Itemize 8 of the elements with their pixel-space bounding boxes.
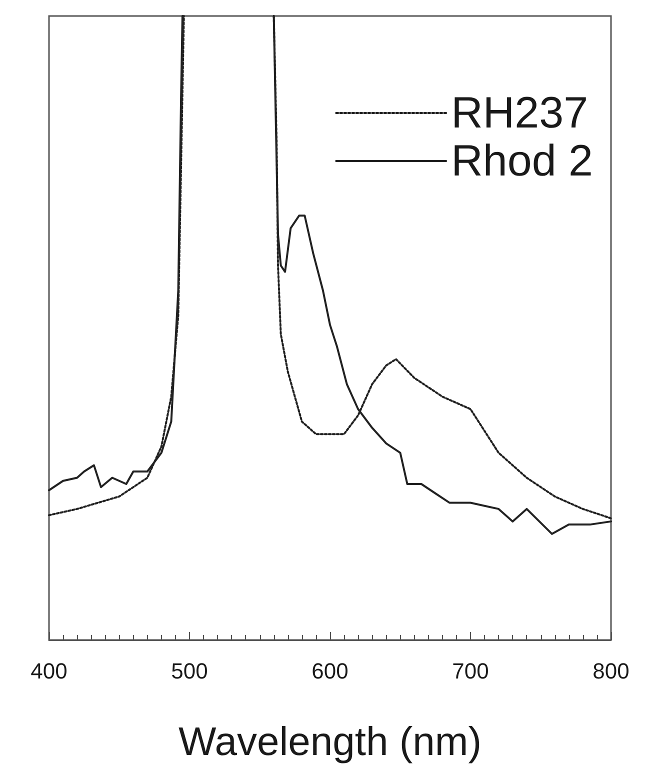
x-tick-label: 600 xyxy=(312,658,348,684)
x-tick-label: 500 xyxy=(171,658,208,684)
x-tick-label: 400 xyxy=(30,658,68,684)
x-tick-label: 800 xyxy=(592,658,630,684)
x-axis-title: Wavelength (nm) xyxy=(178,720,482,764)
legend-label: RH237 xyxy=(451,88,588,138)
x-tick-label: 700 xyxy=(452,658,489,684)
legend-label: Rhod 2 xyxy=(451,136,594,186)
